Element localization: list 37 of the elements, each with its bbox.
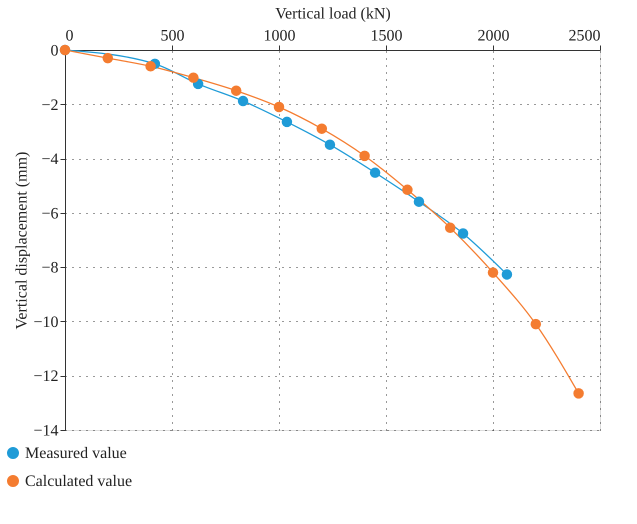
legend-label: Measured value — [25, 445, 127, 462]
point — [458, 228, 468, 239]
point — [488, 267, 498, 278]
point — [414, 196, 424, 207]
point — [282, 116, 292, 128]
point — [316, 123, 328, 134]
point — [530, 318, 542, 330]
y-tick-label: −12 — [33, 368, 58, 386]
point — [502, 269, 512, 280]
point — [188, 72, 199, 83]
y-tick-label: −10 — [33, 314, 58, 331]
point — [230, 85, 242, 96]
point — [274, 102, 284, 112]
y-tick-label: −2 — [41, 96, 58, 114]
point — [402, 184, 413, 196]
point — [359, 150, 370, 162]
x-tick-label: 0 — [66, 28, 74, 44]
point — [444, 222, 456, 234]
x-axis-title: Vertical load (kN) — [275, 6, 391, 22]
y-tick-label: −4 — [41, 151, 58, 168]
legend-label: Calculated value — [25, 473, 132, 490]
y-tick-label: −8 — [41, 260, 58, 277]
point — [145, 61, 156, 72]
y-tick-label: −14 — [33, 422, 58, 440]
point — [370, 167, 380, 178]
x-tick-label: 2000 — [478, 28, 510, 44]
point — [238, 96, 248, 106]
y-tick-label: −6 — [41, 205, 58, 222]
x-tick-label: 1500 — [370, 28, 402, 44]
y-tick-label: 0 — [50, 42, 58, 60]
point — [102, 52, 114, 64]
point — [324, 139, 336, 150]
point — [573, 388, 584, 399]
x-tick-label: 500 — [160, 28, 184, 44]
y-axis-title: Vertical displacement (mm) — [13, 152, 30, 330]
x-tick-label: 2500 — [568, 28, 600, 44]
x-tick-label: 1000 — [264, 28, 296, 44]
